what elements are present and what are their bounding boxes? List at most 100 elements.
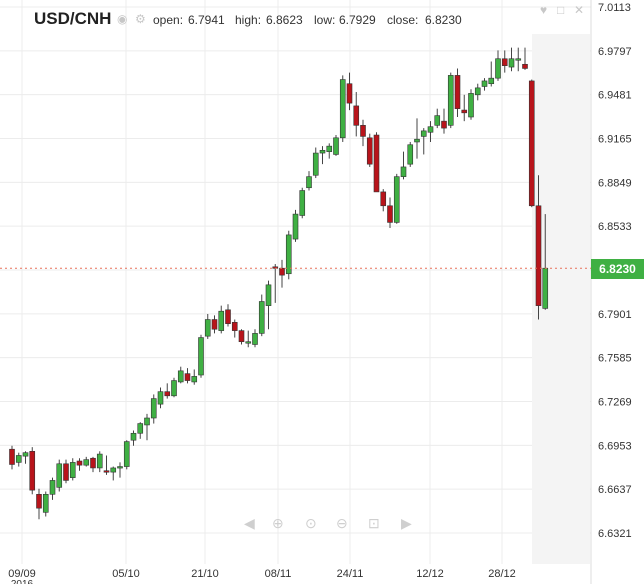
candle-body (117, 466, 123, 469)
candle (299, 187, 306, 219)
candle (353, 92, 360, 137)
candle-body (184, 373, 191, 381)
candle (333, 135, 339, 156)
scroll-right-icon[interactable]: ▶ (401, 515, 412, 531)
y-tick-label: 6.8849 (598, 177, 632, 189)
candle-body (508, 58, 515, 68)
candle (218, 305, 225, 334)
candle (171, 377, 177, 398)
candle-body (353, 105, 360, 126)
candle-body (110, 467, 117, 473)
candle-body (312, 152, 319, 176)
candle-body (495, 58, 501, 79)
y-tick-label: 6.7269 (598, 397, 632, 409)
zoom-fit-icon[interactable]: ⊡ (368, 515, 380, 531)
heart-icon[interactable]: ♥ (540, 3, 548, 17)
zoom-out-icon[interactable]: ⊖ (336, 515, 348, 531)
x-tick-label: 24/11 (337, 568, 364, 580)
candle-body (542, 267, 549, 309)
candle-body (346, 83, 353, 104)
candle-body (90, 457, 96, 469)
candle (164, 383, 171, 399)
candle-body (164, 391, 171, 397)
candle-body (454, 75, 461, 109)
candle-body (15, 455, 22, 463)
candle (495, 50, 501, 81)
square-icon[interactable]: □ (557, 3, 565, 17)
candle-body (211, 319, 218, 330)
zoom-in-icon[interactable]: ⊕ (272, 515, 284, 531)
candle-body (339, 79, 346, 139)
candle-body (83, 459, 90, 466)
candle (434, 108, 441, 129)
candle (258, 294, 265, 337)
candle (90, 456, 96, 473)
candle (461, 94, 468, 122)
y-tick-label: 6.6637 (598, 484, 632, 496)
candle (380, 189, 387, 212)
candle-body (225, 309, 231, 324)
candle (76, 458, 83, 471)
candle-body (488, 77, 495, 85)
settings-icon[interactable]: ⚙ (135, 12, 146, 26)
candle (110, 466, 117, 481)
candle (103, 455, 110, 475)
candle-body (252, 333, 258, 345)
candle-body (22, 452, 29, 457)
close-icon[interactable]: ✕ (574, 3, 585, 17)
candle (508, 47, 515, 72)
candle (15, 452, 22, 467)
candle (400, 151, 407, 180)
candle (427, 121, 434, 142)
eye-icon[interactable]: ◉ (117, 12, 128, 26)
candle (29, 447, 36, 495)
candles (9, 47, 549, 520)
zoom-reset-icon[interactable]: ⊙ (305, 515, 317, 531)
y-tick-label: 6.9165 (598, 134, 632, 146)
candle-body (373, 134, 380, 193)
candle-body (29, 450, 36, 491)
candle-body (42, 493, 49, 513)
candle-body (69, 462, 76, 478)
candle (515, 47, 522, 72)
candle-body (326, 145, 333, 152)
scroll-left-icon[interactable]: ◀ (244, 515, 255, 531)
candle (49, 477, 56, 500)
candle-body (387, 205, 393, 223)
price-axis: 7.01136.97976.94816.91656.88496.85336.82… (598, 2, 632, 540)
candle (265, 280, 272, 330)
candle-body (299, 190, 306, 216)
candle (150, 394, 157, 424)
candle-body (76, 460, 83, 466)
candle (279, 259, 285, 288)
candle-body (380, 191, 387, 207)
close-label: close: (387, 13, 419, 27)
candle-body (36, 493, 42, 509)
x-tick-label: 28/12 (488, 568, 516, 580)
candle-body (407, 144, 414, 165)
candle-body (137, 423, 144, 434)
candle (285, 230, 292, 280)
candle (319, 146, 326, 165)
candle-body (123, 441, 130, 467)
low-value: 6.7929 (339, 13, 376, 27)
candle (198, 334, 204, 378)
candle-body (528, 80, 535, 207)
candle-body (218, 310, 225, 331)
candle-body (501, 58, 508, 66)
last-price-tag: 6.8230 (591, 259, 644, 279)
x-year-label: 2016 (11, 579, 34, 584)
candle-body (474, 87, 481, 96)
candle (177, 366, 184, 384)
open-value: 6.7941 (188, 13, 225, 27)
candle-body (292, 213, 299, 240)
candle (83, 456, 90, 467)
candle (96, 451, 103, 473)
candle-body (306, 176, 312, 189)
candle-body (56, 463, 63, 488)
candle (522, 47, 528, 70)
candle (144, 413, 150, 441)
candle (9, 445, 15, 470)
candle (488, 61, 495, 87)
